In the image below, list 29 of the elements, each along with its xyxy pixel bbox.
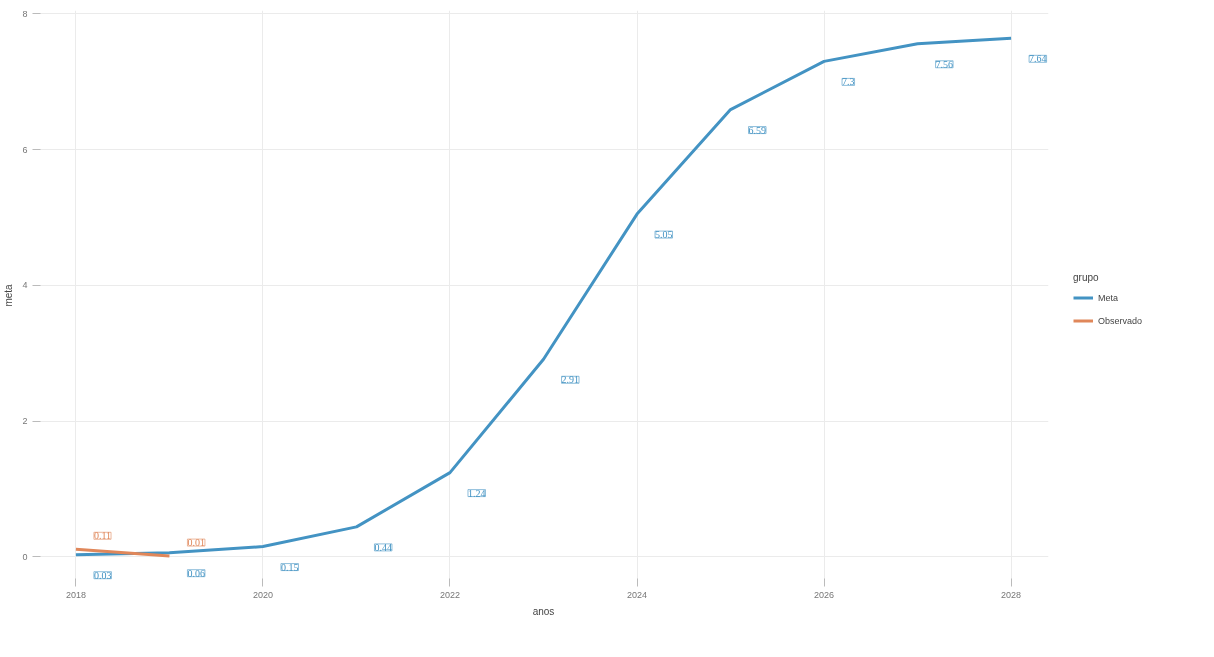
data-label: 0.44 [374, 541, 392, 553]
data-label: 0.01 [187, 537, 205, 549]
y-tick-label: 2 [22, 416, 28, 427]
y-tick-label: 4 [22, 280, 28, 291]
data-label: 0.15 [280, 561, 299, 573]
data-label: 0.11 [93, 530, 112, 542]
y-axis-title: meta [3, 283, 15, 307]
legend-label: Observado [1098, 315, 1143, 325]
x-tick-label: 2020 [252, 589, 273, 600]
data-label: 5.05 [655, 229, 673, 241]
x-axis-title: anos [532, 605, 555, 617]
x-tick-label: 2028 [1001, 589, 1022, 600]
legend-label: Meta [1098, 292, 1119, 302]
data-label: 0.06 [187, 567, 205, 579]
data-label: 0.03 [93, 569, 112, 581]
legend-title: grupo [1073, 271, 1100, 282]
data-label: 7.64 [1029, 53, 1047, 65]
data-label: 2.91 [561, 374, 579, 386]
x-tick-label: 2026 [814, 589, 835, 600]
data-label: 7.56 [935, 58, 954, 70]
line-series [74, 36, 1013, 557]
x-tick-label: 2022 [439, 589, 460, 600]
x-tick-label: 2024 [627, 589, 648, 600]
data-label: 7.3 [842, 76, 855, 88]
y-tick-label: 0 [22, 551, 28, 562]
data-label: 6.59 [748, 124, 767, 136]
y-tick-label: 6 [22, 144, 28, 155]
x-tick-label: 2018 [65, 589, 86, 600]
y-tick-label: 8 [22, 8, 28, 19]
